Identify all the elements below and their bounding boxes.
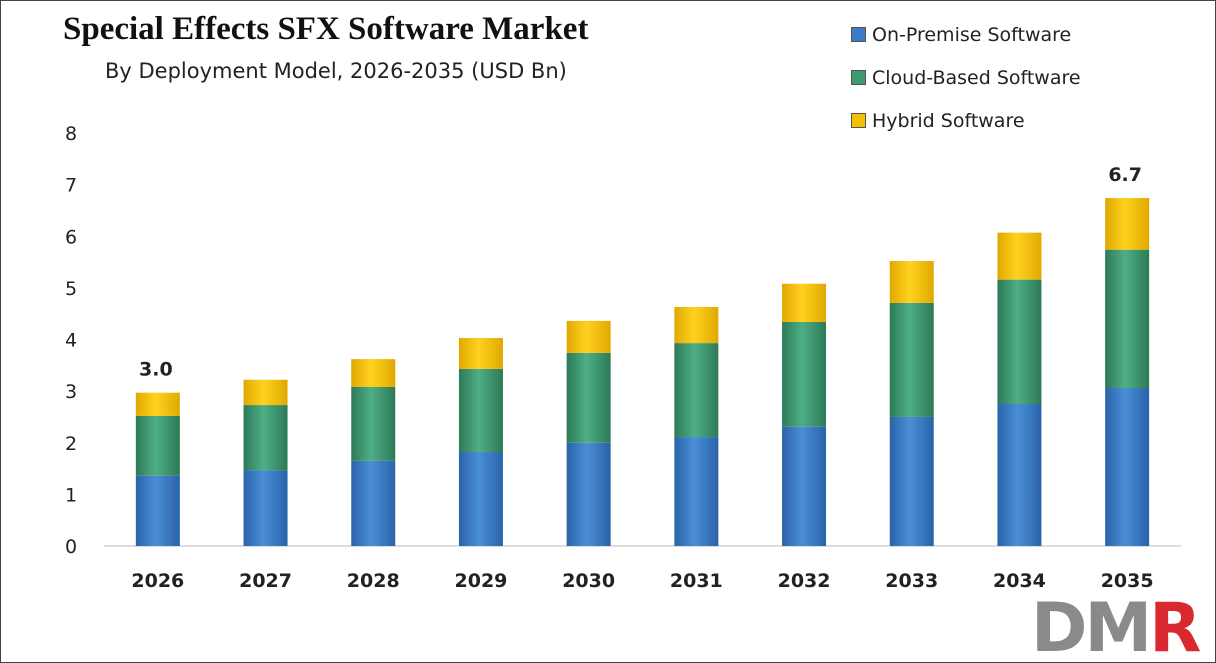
legend-label: Hybrid Software xyxy=(872,109,1025,132)
legend-item-hybrid: Hybrid Software xyxy=(851,99,1081,142)
y-tick-label: 5 xyxy=(65,278,77,300)
bar-segment-cloud-based-software2031 xyxy=(674,343,719,438)
x-tick-label: 2033 xyxy=(885,570,938,592)
x-tick-label: 2029 xyxy=(455,570,508,592)
x-tick-label: 2026 xyxy=(131,570,184,592)
legend-swatch xyxy=(851,27,866,42)
chart-subtitle: By Deployment Model, 2026-2035 (USD Bn) xyxy=(105,59,567,83)
bar-segment-cloud-based-software2033 xyxy=(889,302,934,417)
bar-segment-on-premise-software2034 xyxy=(997,404,1042,546)
legend-label: Cloud-Based Software xyxy=(872,66,1081,89)
bar-segment-on-premise-software2033 xyxy=(889,416,934,546)
bar-segment-hybrid-software2029 xyxy=(458,337,503,369)
bar-segment-on-premise-software2032 xyxy=(782,426,827,546)
bar-segment-hybrid-software2027 xyxy=(243,379,288,406)
bar-segment-cloud-based-software2034 xyxy=(997,279,1042,405)
bar-segment-on-premise-software2030 xyxy=(566,442,611,546)
bar-segment-on-premise-software2029 xyxy=(458,452,503,546)
bar-segment-cloud-based-software2030 xyxy=(566,352,611,443)
y-tick-label: 4 xyxy=(65,330,77,352)
logo-dm: DM xyxy=(1031,589,1152,663)
logo-r: R xyxy=(1149,589,1201,663)
bar-segment-cloud-based-software2028 xyxy=(351,386,396,461)
bar-segment-cloud-based-software2026 xyxy=(135,415,180,476)
legend-swatch xyxy=(851,113,866,128)
legend: On-Premise Software Cloud-Based Software… xyxy=(851,13,1081,142)
bar-segment-hybrid-software2034 xyxy=(997,232,1042,280)
y-tick-label: 0 xyxy=(65,536,77,558)
bar-segment-cloud-based-software2029 xyxy=(458,368,503,453)
bar-segment-on-premise-software2035 xyxy=(1105,388,1150,546)
bar-segment-hybrid-software2035 xyxy=(1105,198,1150,250)
x-tick-label: 2028 xyxy=(347,570,400,592)
bar-segment-on-premise-software2031 xyxy=(674,437,719,546)
bar-segment-on-premise-software2026 xyxy=(135,475,180,546)
x-tick-label: 2032 xyxy=(778,570,831,592)
y-tick-label: 6 xyxy=(65,226,77,248)
x-tick-label: 2034 xyxy=(993,570,1046,592)
bar-segment-hybrid-software2032 xyxy=(782,283,827,322)
y-tick-label: 7 xyxy=(65,175,77,197)
bar-segment-cloud-based-software2027 xyxy=(243,405,288,471)
x-tick-label: 2035 xyxy=(1101,570,1154,592)
legend-swatch xyxy=(851,70,866,85)
legend-label: On-Premise Software xyxy=(872,23,1072,46)
bar-segment-hybrid-software2026 xyxy=(135,392,180,416)
bar-segment-on-premise-software2028 xyxy=(351,460,396,546)
y-tick-label: 8 xyxy=(65,123,77,145)
legend-item-cloud: Cloud-Based Software xyxy=(851,56,1081,99)
x-tick-label: 2027 xyxy=(239,570,292,592)
bar-segment-hybrid-software2028 xyxy=(351,359,396,387)
y-tick-label: 2 xyxy=(65,433,77,455)
y-tick-label: 3 xyxy=(65,381,77,403)
bar-segment-cloud-based-software2032 xyxy=(782,321,827,427)
x-tick-label: 2030 xyxy=(562,570,615,592)
legend-item-on-premise: On-Premise Software xyxy=(851,13,1081,56)
data-label: 6.7 xyxy=(1108,164,1142,186)
bar-segment-hybrid-software2030 xyxy=(566,320,611,353)
bar-segment-hybrid-software2031 xyxy=(674,306,719,344)
y-tick-label: 1 xyxy=(65,484,77,506)
bar-segment-cloud-based-software2035 xyxy=(1105,249,1150,389)
bar-segment-hybrid-software2033 xyxy=(889,261,934,303)
x-tick-label: 2031 xyxy=(670,570,723,592)
dmr-logo: DMR xyxy=(1031,595,1202,663)
data-label: 3.0 xyxy=(139,359,173,381)
bar-segment-on-premise-software2027 xyxy=(243,470,288,546)
chart-title: Special Effects SFX Software Market xyxy=(63,11,589,47)
